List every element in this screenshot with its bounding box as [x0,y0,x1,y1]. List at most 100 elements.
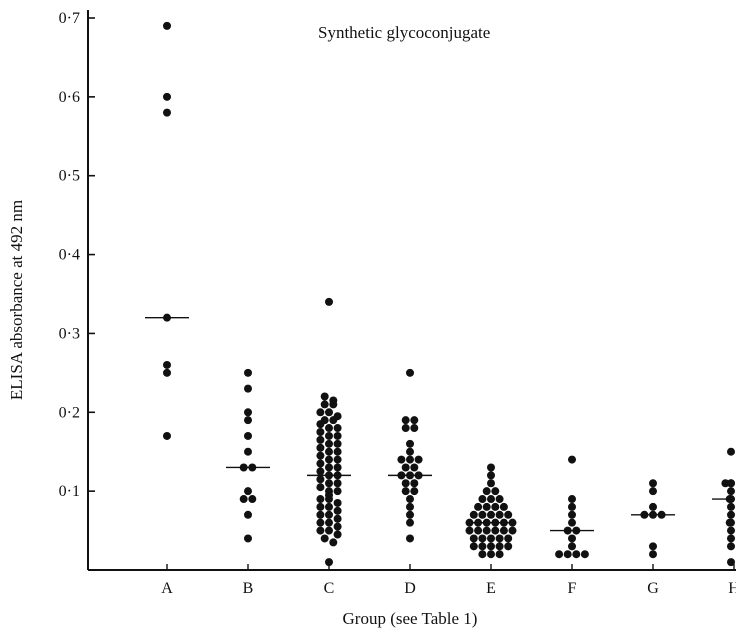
data-point-c [333,522,342,531]
y-tick-label: 0·3 [59,325,80,342]
data-point-e [482,502,491,511]
data-point-d [406,510,414,519]
data-point-d [406,368,414,377]
data-point-c [316,443,325,452]
data-point-c [316,510,325,519]
data-point-d [410,479,419,488]
data-point-e [478,510,487,519]
data-point-d [406,439,414,448]
data-point-e [491,502,500,511]
data-point-b [248,495,257,504]
data-point-c [325,526,333,535]
data-point-c [325,447,333,456]
data-point-h [721,479,730,488]
data-point-h [727,518,735,527]
y-tick-label: 0·4 [59,247,80,264]
y-tick-label: 0·1 [59,483,80,500]
data-point-f [568,510,576,519]
data-point-d [406,502,414,511]
data-point-e [495,550,504,559]
data-point-d [397,455,406,464]
data-point-h [727,542,735,551]
data-point-c [316,518,325,527]
data-point-d [406,455,414,464]
data-point-c [316,526,325,535]
data-point-h [727,479,735,488]
data-point-h [727,487,735,496]
data-point-e [465,526,474,535]
data-point-c [325,408,333,417]
data-point-f [568,518,576,527]
data-point-e [487,471,495,480]
data-point-c [325,463,333,472]
data-point-c [325,558,333,567]
data-point-e [478,550,487,559]
mean-lines [145,316,735,532]
data-point-e [478,495,487,504]
data-point-f [568,542,576,551]
x-axis-title: Group (see Table 1) [343,609,478,628]
data-point-e [474,526,483,535]
data-point-d [401,487,410,496]
data-point-e [482,487,491,496]
data-point-c [329,416,338,425]
data-point-e [504,542,513,551]
data-point-f [555,550,564,559]
data-point-a [163,431,171,440]
data-point-e [508,526,517,535]
data-point-f [568,534,576,543]
data-point-d [410,416,419,425]
data-point-e [504,510,513,519]
data-point-e [487,479,495,488]
data-point-d [410,487,419,496]
data-point-b [239,495,248,504]
data-point-c [333,455,342,464]
data-point-e [487,495,495,504]
data-point-h [727,447,735,456]
x-tick-label: F [568,580,577,597]
data-point-d [406,495,414,504]
y-tick-label: 0·6 [59,89,80,106]
data-point-h [727,502,735,511]
data-point-e [495,510,504,519]
data-point-f [568,455,576,464]
data-point-c [325,518,333,527]
x-tick-label: H [728,580,736,597]
data-point-g [649,542,657,551]
x-tick-label: E [486,580,496,597]
y-ticks: 0·1 0·2 0·3 0·4 0·5 0·6 0·7 [59,10,95,500]
data-point-d [410,463,419,472]
x-tick-label: A [161,580,173,597]
data-point-c [333,530,342,539]
data-point-e [504,534,513,543]
data-point-c [316,428,325,436]
data-point-e [482,526,491,535]
data-point-b [244,384,252,393]
data-point-f [563,550,572,559]
data-point-d [414,455,423,464]
x-tick-label: G [647,580,659,597]
data-point-g [649,502,657,511]
data-point-h [727,534,735,543]
data-point-c [325,424,333,433]
chart-title: Synthetic glycoconjugate [318,23,490,42]
data-point-e [499,502,508,511]
data-point-c [320,534,329,543]
data-point-d [401,424,410,433]
data-point-d [406,518,414,527]
data-point-d [401,463,410,472]
data-point-c [333,439,342,448]
data-points [163,21,735,567]
data-point-e [487,534,495,543]
x-ticks: A B C D E F G H [161,564,736,597]
data-point-a [163,92,171,101]
data-point-c [316,420,325,429]
data-point-e [499,526,508,535]
x-tick-label: C [324,580,335,597]
data-point-e [495,495,504,504]
data-point-b [244,368,252,377]
data-point-c [333,424,342,433]
data-point-g [649,479,657,488]
data-point-c [316,495,325,504]
